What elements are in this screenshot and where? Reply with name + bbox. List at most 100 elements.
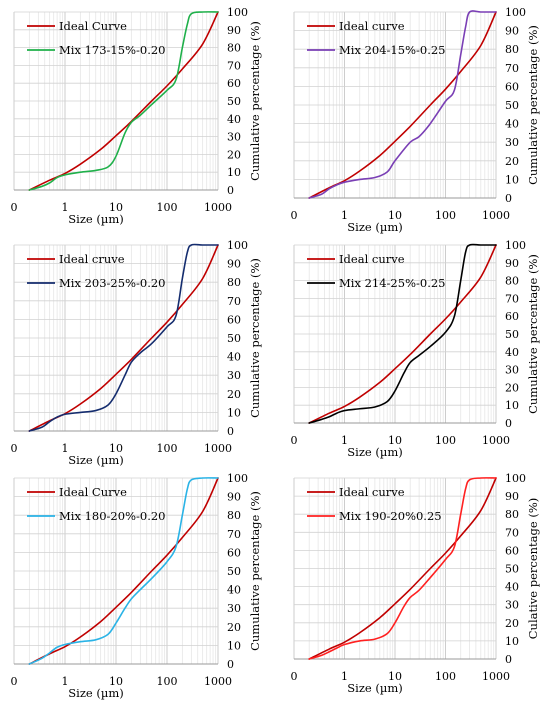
x-tick-label: 1000 — [482, 434, 510, 447]
y-tick-label: 50 — [505, 328, 519, 341]
x-tick-label: 0 — [11, 675, 18, 688]
y-tick-label: 100 — [505, 6, 526, 19]
x-tick-label: 10 — [109, 201, 123, 214]
x-tick-label: 100 — [157, 442, 178, 455]
x-axis-title: Size (µm) — [347, 681, 402, 695]
legend-label: Ideal Curve — [59, 19, 127, 33]
x-axis-title: Size (µm) — [68, 453, 123, 467]
x-tick-label: 100 — [435, 670, 456, 683]
y-tick-label: 100 — [227, 239, 248, 252]
x-tick-label: 100 — [435, 209, 456, 222]
mix-curve-line — [28, 477, 219, 665]
chart-panel-4: 0 1 10 100 1000 0 10 20 30 40 50 60 70 80 90 100 Size (µ… — [291, 239, 541, 459]
ideal-curve-line — [28, 477, 219, 665]
mix-curve-line — [28, 243, 219, 432]
y-tick-label: 20 — [505, 155, 519, 168]
x-tick-label: 10 — [109, 442, 123, 455]
x-tick-label: 1 — [341, 434, 348, 447]
y-tick-label: 0 — [227, 658, 234, 671]
chart-panel-5: 0 1 10 100 1000 0 10 20 30 40 50 60 70 80 90 100 Size (µ… — [11, 472, 263, 700]
x-axis-title: Size (µm) — [68, 686, 123, 700]
y-tick-label: 10 — [505, 635, 519, 648]
y-tick-label: 80 — [227, 42, 241, 55]
y-tick-label: 0 — [505, 192, 512, 205]
y-tick-label: 50 — [505, 99, 519, 112]
y-axis-title: Cumulative percentage (%) — [248, 491, 262, 651]
legend-label: Mix 214-25%-0.25 — [339, 276, 445, 290]
x-tick-label: 0 — [291, 209, 298, 222]
y-tick-label: 70 — [505, 62, 519, 75]
y-tick-label: 60 — [505, 310, 519, 323]
y-tick-label: 50 — [227, 332, 241, 345]
y-axis-title: Cumulative percentage (%) — [526, 25, 540, 185]
y-tick-label: 10 — [505, 173, 519, 186]
y-axis-title: Cumulative percentage (%) — [526, 254, 540, 414]
y-tick-label: 60 — [227, 313, 241, 326]
x-tick-label: 0 — [291, 434, 298, 447]
legend-label: Ideal curve — [339, 252, 405, 266]
y-tick-label: 0 — [505, 653, 512, 666]
y-tick-label: 20 — [505, 617, 519, 630]
y-tick-label: 70 — [227, 59, 241, 72]
y-tick-label: 100 — [227, 6, 248, 19]
y-tick-label: 10 — [505, 399, 519, 412]
x-tick-label: 10 — [109, 675, 123, 688]
y-tick-label: 100 — [505, 472, 526, 485]
x-tick-label: 100 — [157, 201, 178, 214]
x-axis-title: Size (µm) — [68, 212, 123, 226]
x-axis-title: Size (µm) — [347, 220, 402, 234]
mix-curve-line — [308, 243, 497, 424]
y-tick-label: 90 — [505, 25, 519, 38]
y-tick-label: 10 — [227, 166, 241, 179]
y-tick-label: 70 — [227, 295, 241, 308]
y-tick-label: 20 — [227, 388, 241, 401]
y-tick-label: 100 — [227, 472, 248, 485]
y-tick-label: 90 — [227, 258, 241, 271]
x-tick-label: 1 — [341, 670, 348, 683]
y-tick-label: 40 — [227, 351, 241, 364]
legend-label: Ideal curve — [339, 485, 405, 499]
y-tick-label: 20 — [227, 621, 241, 634]
y-tick-label: 80 — [505, 508, 519, 521]
legend-label: Ideal Curve — [59, 485, 127, 499]
legend-label: Mix 203-25%-0.20 — [59, 276, 165, 290]
x-tick-label: 100 — [157, 675, 178, 688]
y-tick-label: 0 — [505, 417, 512, 430]
y-tick-label: 90 — [505, 257, 519, 270]
x-tick-label: 0 — [11, 201, 18, 214]
y-tick-label: 20 — [505, 381, 519, 394]
y-tick-label: 80 — [227, 276, 241, 289]
y-tick-label: 80 — [505, 43, 519, 56]
legend-label: Mix 190-20%0.25 — [339, 509, 442, 523]
x-tick-label: 1 — [62, 442, 69, 455]
legend-label: Ideal cruve — [59, 252, 125, 266]
y-tick-label: 40 — [505, 118, 519, 131]
y-tick-label: 60 — [227, 546, 241, 559]
y-tick-label: 40 — [505, 346, 519, 359]
y-tick-label: 30 — [505, 599, 519, 612]
x-tick-label: 10 — [388, 434, 402, 447]
chart-panel-3: 0 1 10 100 1000 0 10 20 30 40 50 60 70 80 90 100 Size (µ… — [11, 239, 263, 467]
chart-panel-2: 0 1 10 100 1000 0 10 20 30 40 50 60 70 80 90 100 Size (µ… — [291, 6, 541, 234]
y-tick-label: 90 — [505, 490, 519, 503]
y-tick-label: 70 — [505, 292, 519, 305]
y-tick-label: 40 — [227, 113, 241, 126]
ideal-curve-line — [308, 11, 497, 199]
x-tick-label: 1000 — [204, 442, 232, 455]
y-axis-title: Culative percentage (%) — [526, 498, 540, 640]
chart-panel-1: 0 1 10 100 1000 0 10 20 30 40 50 60 70 80 90 100 Size (µ… — [11, 6, 263, 226]
y-axis-title: Cumulative percentage (%) — [248, 258, 262, 418]
y-tick-label: 50 — [227, 565, 241, 578]
mix-curve-line — [308, 477, 497, 660]
x-tick-label: 1 — [62, 201, 69, 214]
legend-label: Mix 204-15%-0.25 — [339, 43, 445, 57]
x-tick-label: 0 — [11, 442, 18, 455]
x-tick-label: 1000 — [482, 670, 510, 683]
y-tick-label: 60 — [505, 544, 519, 557]
y-tick-label: 60 — [505, 80, 519, 93]
legend-label: Mix 173-15%-0.20 — [59, 43, 165, 57]
y-tick-label: 40 — [505, 581, 519, 594]
y-tick-label: 60 — [227, 77, 241, 90]
legend-label: Mix 180-20%-0.20 — [59, 509, 165, 523]
y-tick-label: 0 — [227, 425, 234, 438]
